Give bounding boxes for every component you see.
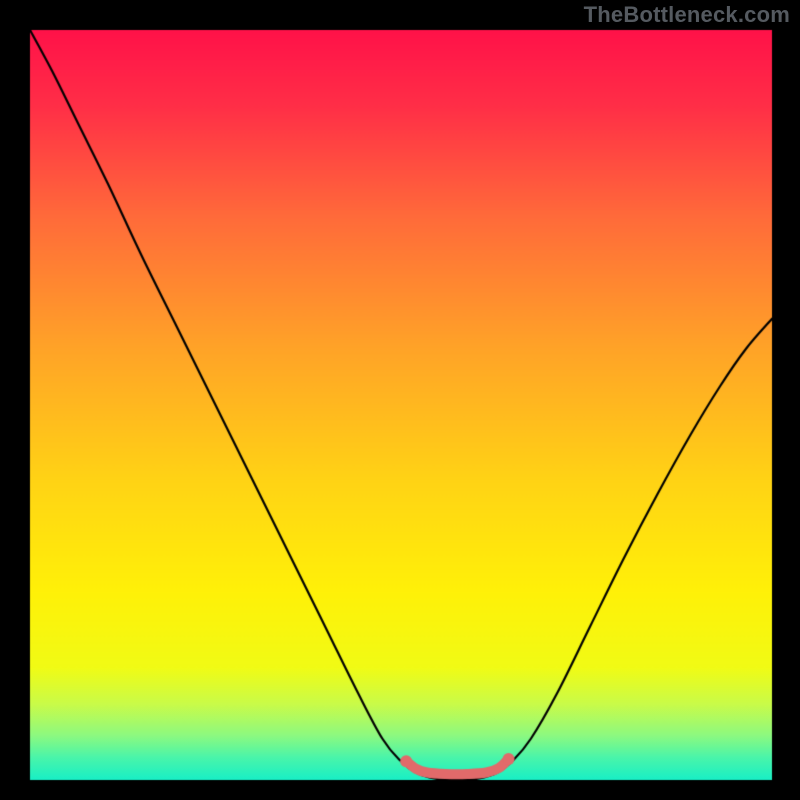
bottleneck-curve-chart — [0, 0, 800, 800]
watermark-text: TheBottleneck.com — [584, 2, 790, 28]
chart-root: TheBottleneck.com — [0, 0, 800, 800]
